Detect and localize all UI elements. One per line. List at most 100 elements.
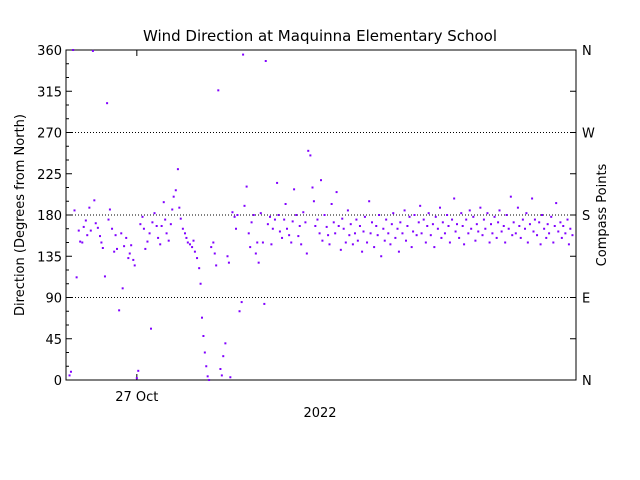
data-point bbox=[356, 239, 359, 242]
data-point bbox=[539, 243, 542, 246]
data-point bbox=[186, 241, 189, 244]
chart-title: Wind Direction at Maquinna Elementary Sc… bbox=[143, 27, 497, 45]
data-point bbox=[314, 225, 317, 227]
data-point bbox=[368, 200, 371, 203]
data-point bbox=[536, 234, 539, 237]
data-point bbox=[196, 257, 199, 260]
data-point bbox=[249, 246, 252, 249]
y-tick-label-135: 135 bbox=[37, 250, 62, 265]
data-point bbox=[424, 241, 427, 244]
data-point bbox=[305, 252, 308, 255]
data-point bbox=[236, 214, 239, 216]
data-point bbox=[120, 232, 123, 235]
data-point bbox=[73, 209, 76, 212]
data-point bbox=[252, 214, 255, 216]
data-point bbox=[479, 206, 482, 209]
data-point bbox=[222, 355, 225, 358]
data-point bbox=[94, 222, 97, 225]
y-tick-label-180: 180 bbox=[37, 209, 62, 224]
data-point bbox=[502, 225, 505, 227]
data-point bbox=[332, 221, 335, 224]
data-point bbox=[532, 230, 535, 233]
data-point bbox=[434, 215, 437, 218]
data-point bbox=[254, 252, 257, 255]
data-point bbox=[151, 221, 154, 224]
data-point bbox=[566, 218, 569, 221]
data-point bbox=[297, 235, 300, 238]
data-point bbox=[144, 247, 147, 250]
data-point bbox=[481, 234, 484, 237]
data-point bbox=[132, 258, 135, 261]
data-point bbox=[349, 223, 352, 226]
data-point bbox=[242, 53, 245, 56]
data-point bbox=[203, 351, 206, 354]
data-point bbox=[178, 206, 181, 209]
data-point bbox=[468, 209, 471, 212]
data-point bbox=[541, 214, 543, 216]
data-point bbox=[475, 223, 478, 226]
data-point bbox=[75, 276, 78, 279]
data-point bbox=[341, 217, 344, 220]
data-point bbox=[531, 197, 534, 200]
grid-lines bbox=[66, 132, 576, 298]
data-point bbox=[422, 218, 425, 221]
data-point bbox=[193, 250, 196, 253]
y2-tick-label-180: S bbox=[582, 209, 590, 224]
data-point bbox=[486, 212, 489, 215]
data-point bbox=[227, 261, 230, 264]
data-point bbox=[564, 232, 567, 235]
y-tick-label-360: 360 bbox=[37, 44, 62, 59]
data-point bbox=[229, 376, 232, 379]
data-point bbox=[373, 246, 376, 249]
data-point bbox=[562, 225, 565, 227]
data-point bbox=[511, 234, 514, 237]
y2-axis-label: Compass Points bbox=[595, 163, 610, 266]
data-point bbox=[512, 221, 515, 224]
data-point bbox=[362, 230, 365, 233]
data-point bbox=[288, 234, 291, 237]
data-point bbox=[546, 223, 549, 226]
data-point bbox=[283, 218, 286, 221]
data-point bbox=[201, 316, 203, 319]
data-point bbox=[448, 241, 451, 244]
data-point bbox=[545, 236, 548, 239]
data-point bbox=[456, 223, 458, 226]
data-point bbox=[548, 232, 551, 235]
data-point bbox=[188, 243, 191, 246]
data-point bbox=[311, 186, 314, 189]
data-point bbox=[88, 206, 91, 209]
data-point bbox=[560, 236, 563, 239]
data-point bbox=[474, 239, 477, 242]
data-point bbox=[127, 257, 130, 260]
data-point bbox=[375, 225, 378, 227]
data-point bbox=[498, 209, 501, 212]
data-point bbox=[526, 241, 529, 244]
data-point bbox=[441, 221, 444, 224]
data-point bbox=[327, 234, 330, 237]
data-point bbox=[335, 191, 338, 194]
data-point bbox=[103, 275, 106, 278]
data-point bbox=[461, 225, 464, 227]
data-point bbox=[231, 211, 234, 214]
y2-tick-label-0: N bbox=[582, 374, 592, 389]
data-point bbox=[465, 218, 468, 221]
data-point bbox=[118, 309, 121, 312]
data-point bbox=[555, 202, 558, 205]
data-point bbox=[72, 49, 75, 51]
data-point bbox=[160, 225, 163, 227]
data-point bbox=[433, 246, 436, 249]
data-point bbox=[505, 214, 508, 216]
data-point bbox=[245, 185, 248, 188]
data-point bbox=[259, 212, 262, 215]
data-point bbox=[320, 179, 322, 182]
data-point bbox=[410, 246, 413, 249]
data-point bbox=[371, 221, 373, 224]
data-point bbox=[150, 327, 152, 330]
data-point bbox=[256, 241, 259, 244]
data-point bbox=[385, 218, 388, 221]
y-tick-label-90: 90 bbox=[45, 292, 62, 307]
data-point bbox=[81, 241, 84, 244]
data-point bbox=[387, 232, 390, 235]
data-point bbox=[472, 215, 475, 218]
data-point bbox=[318, 232, 321, 235]
